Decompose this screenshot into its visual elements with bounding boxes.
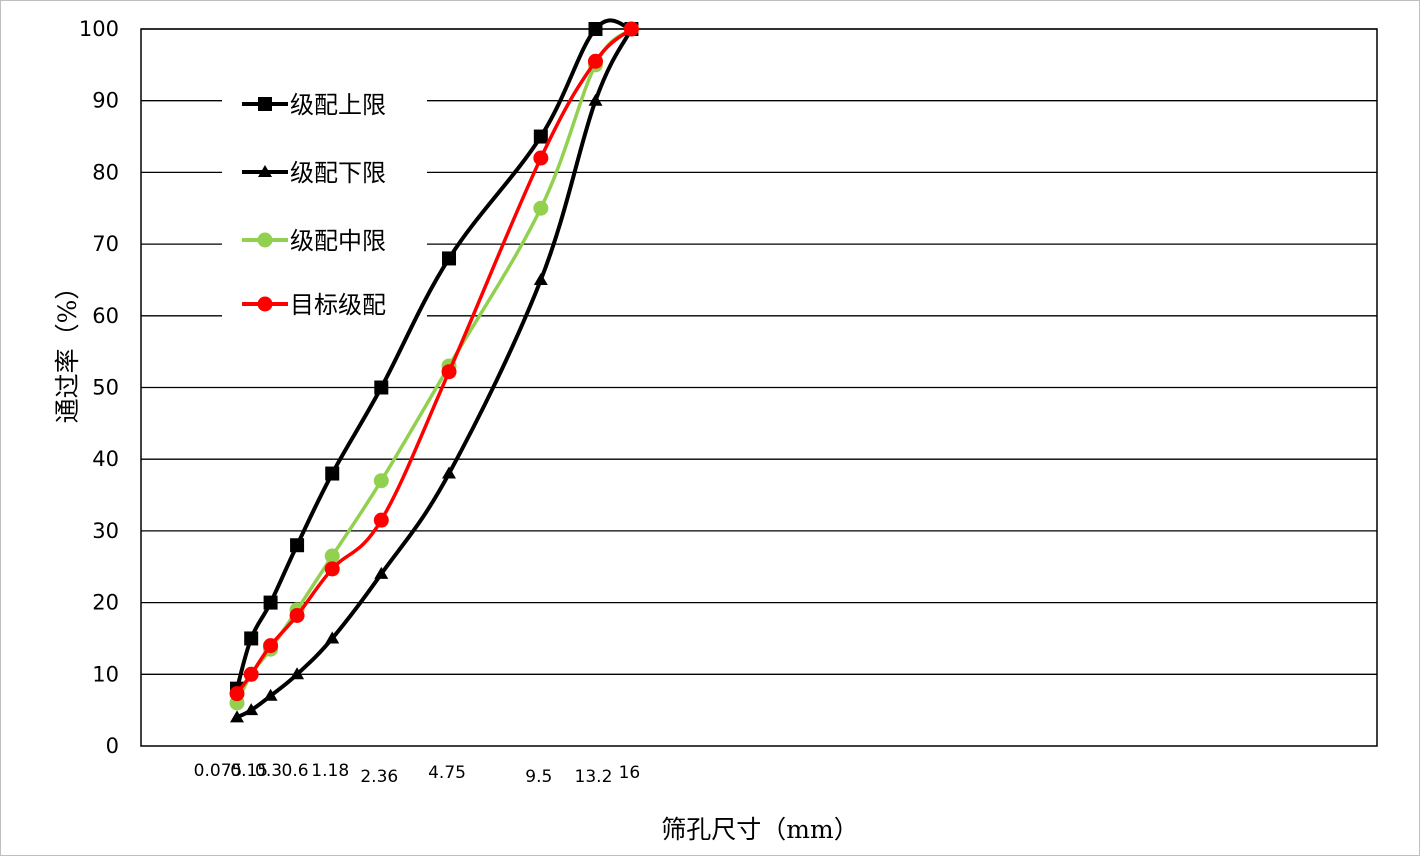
y-tick-label: 30 [92, 519, 119, 543]
legend-label: 目标级配 [290, 291, 386, 319]
point-series-1 [442, 251, 457, 266]
point-legend-2 [258, 165, 272, 177]
point-series-2 [325, 631, 340, 644]
point-series-2 [374, 566, 389, 579]
point-series-3 [533, 200, 549, 216]
y-tick-label: 100 [79, 17, 119, 41]
legend-label: 级配中限 [290, 227, 386, 255]
point-series-1 [244, 631, 259, 646]
x-tick-label: 0.3 [255, 761, 282, 781]
x-tick-label: 4.75 [428, 763, 466, 783]
series-4 [229, 21, 639, 702]
y-tick-label: 60 [92, 304, 119, 328]
point-series-2 [230, 710, 244, 723]
point-series-4 [623, 21, 639, 37]
x-axis-title: 筛孔尺寸（mm） [661, 815, 858, 844]
point-series-2 [442, 466, 457, 479]
y-tick-label: 20 [92, 591, 119, 615]
y-tick-label: 0 [106, 734, 119, 758]
point-series-2 [290, 667, 305, 680]
x-tick-label: 2.36 [360, 767, 398, 787]
y-axis-title: 通过率（%） [53, 275, 82, 424]
legend-background [222, 70, 427, 340]
point-series-2 [244, 703, 259, 716]
legend-item-2: 级配下限 [242, 159, 386, 187]
point-series-2 [263, 688, 278, 701]
y-tick-labels: 0 10 20 30 40 50 60 70 80 90 100 [79, 17, 119, 758]
series-2 [230, 22, 639, 723]
point-series-1 [263, 595, 278, 610]
point-series-4 [533, 150, 549, 166]
point-series-1 [533, 129, 548, 144]
x-tick-label: 1.18 [311, 761, 349, 781]
point-series-1 [290, 538, 305, 553]
point-series-4 [229, 686, 245, 702]
point-series-3 [373, 473, 389, 489]
x-tick-label: 0.15 [230, 761, 268, 781]
x-tick-label: 0.075 [194, 761, 243, 781]
legend-label: 级配上限 [290, 91, 386, 119]
point-series-4 [243, 666, 259, 682]
x-tick-label: 16 [619, 763, 641, 783]
point-series-4 [373, 512, 389, 528]
point-legend-4 [257, 296, 273, 312]
y-tick-label: 40 [92, 447, 119, 471]
plot-area-border [140, 28, 1378, 747]
legend-item-4: 目标级配 [242, 291, 386, 319]
legend-label: 级配下限 [290, 159, 386, 187]
y-tick-label: 70 [92, 232, 119, 256]
point-series-4 [441, 364, 457, 380]
point-series-4 [324, 561, 340, 577]
legend-item-3: 级配中限 [242, 227, 386, 255]
y-tick-label: 80 [92, 160, 119, 184]
y-tick-label: 90 [92, 89, 119, 113]
point-series-1 [325, 466, 340, 481]
point-legend-3 [257, 232, 273, 248]
point-legend-1 [258, 97, 272, 111]
legend-item-1: 级配上限 [242, 91, 386, 119]
point-series-2 [533, 272, 548, 285]
point-series-3 [324, 548, 340, 564]
y-tick-label: 50 [92, 376, 119, 400]
point-series-4 [587, 53, 603, 69]
point-series-1 [374, 380, 389, 395]
x-tick-label: 0.6 [282, 761, 309, 781]
x-tick-label: 13.2 [575, 767, 613, 787]
point-series-1 [588, 22, 603, 36]
series-group [229, 18, 639, 723]
point-series-4 [289, 608, 305, 624]
point-series-2 [588, 93, 603, 106]
legend-panel [222, 70, 427, 340]
y-tick-label: 10 [92, 662, 119, 686]
point-series-4 [263, 638, 279, 654]
x-tick-label: 9.5 [525, 767, 552, 787]
